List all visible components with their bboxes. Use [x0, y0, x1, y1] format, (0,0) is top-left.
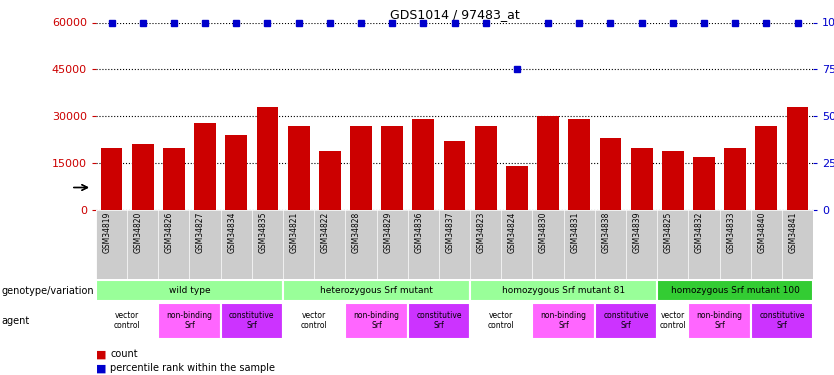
- Bar: [283, 280, 470, 302]
- Bar: [319, 151, 341, 210]
- Bar: [96, 303, 158, 339]
- Text: homozygous Srf mutant 81: homozygous Srf mutant 81: [502, 286, 626, 295]
- Text: GSM34841: GSM34841: [789, 211, 797, 253]
- Text: GSM34837: GSM34837: [445, 211, 455, 253]
- Bar: [350, 126, 372, 210]
- Text: percentile rank within the sample: percentile rank within the sample: [110, 363, 275, 373]
- Bar: [568, 119, 590, 210]
- Bar: [532, 303, 595, 339]
- Text: GSM34834: GSM34834: [227, 211, 236, 253]
- Text: GSM34828: GSM34828: [352, 211, 361, 253]
- Title: GDS1014 / 97483_at: GDS1014 / 97483_at: [389, 8, 520, 21]
- Bar: [724, 147, 746, 210]
- Text: GSM34823: GSM34823: [477, 211, 485, 253]
- Bar: [163, 147, 185, 210]
- Bar: [506, 166, 528, 210]
- Bar: [345, 303, 408, 339]
- Text: GSM34833: GSM34833: [726, 211, 736, 253]
- Text: heterozygous Srf mutant: heterozygous Srf mutant: [320, 286, 433, 295]
- Bar: [693, 157, 715, 210]
- Text: constitutive
Srf: constitutive Srf: [416, 311, 462, 330]
- Text: genotype/variation: genotype/variation: [2, 286, 94, 296]
- Text: constitutive
Srf: constitutive Srf: [603, 311, 649, 330]
- Text: ■: ■: [96, 350, 107, 359]
- Text: GSM34832: GSM34832: [695, 211, 704, 253]
- Bar: [101, 147, 123, 210]
- Bar: [657, 303, 688, 339]
- Text: GSM34826: GSM34826: [165, 211, 173, 253]
- Bar: [257, 107, 279, 210]
- Bar: [408, 303, 470, 339]
- Bar: [96, 280, 283, 302]
- Text: GSM34831: GSM34831: [570, 211, 580, 253]
- Text: non-binding
Srf: non-binding Srf: [167, 311, 213, 330]
- Bar: [600, 138, 621, 210]
- Bar: [470, 303, 532, 339]
- Text: GSM34820: GSM34820: [133, 211, 143, 253]
- Text: GSM34838: GSM34838: [601, 211, 610, 253]
- Text: non-binding
Srf: non-binding Srf: [696, 311, 742, 330]
- Text: GSM34829: GSM34829: [383, 211, 392, 253]
- Text: homozygous Srf mutant 100: homozygous Srf mutant 100: [671, 286, 800, 295]
- Text: GSM34835: GSM34835: [259, 211, 268, 253]
- Text: GSM34840: GSM34840: [757, 211, 766, 253]
- Text: constitutive
Srf: constitutive Srf: [759, 311, 805, 330]
- Bar: [631, 147, 652, 210]
- Bar: [221, 303, 283, 339]
- Bar: [756, 126, 777, 210]
- Text: count: count: [110, 350, 138, 359]
- Text: vector
control: vector control: [113, 311, 140, 330]
- Text: constitutive
Srf: constitutive Srf: [229, 311, 274, 330]
- Bar: [132, 144, 153, 210]
- Bar: [283, 303, 345, 339]
- Bar: [381, 126, 403, 210]
- Text: GSM34836: GSM34836: [414, 211, 424, 253]
- Bar: [225, 135, 247, 210]
- Bar: [288, 126, 309, 210]
- Text: wild type: wild type: [168, 286, 210, 295]
- Bar: [444, 141, 465, 210]
- Bar: [470, 280, 657, 302]
- Bar: [158, 303, 221, 339]
- Bar: [662, 151, 684, 210]
- Text: vector
control: vector control: [301, 311, 328, 330]
- Text: ■: ■: [96, 363, 107, 373]
- Bar: [475, 126, 496, 210]
- Text: GSM34821: GSM34821: [289, 211, 299, 253]
- Bar: [413, 119, 435, 210]
- Bar: [786, 107, 808, 210]
- Text: GSM34839: GSM34839: [633, 211, 641, 253]
- Bar: [688, 303, 751, 339]
- Bar: [657, 280, 813, 302]
- Text: GSM34830: GSM34830: [539, 211, 548, 253]
- Bar: [595, 303, 657, 339]
- Bar: [537, 116, 559, 210]
- Text: GSM34824: GSM34824: [508, 211, 517, 253]
- Text: GSM34825: GSM34825: [664, 211, 673, 253]
- Text: GSM34819: GSM34819: [103, 211, 112, 253]
- Text: vector
control: vector control: [660, 311, 686, 330]
- Text: vector
control: vector control: [488, 311, 515, 330]
- Bar: [751, 303, 813, 339]
- Bar: [194, 123, 216, 210]
- Text: agent: agent: [2, 316, 30, 326]
- Text: non-binding
Srf: non-binding Srf: [540, 311, 586, 330]
- Text: GSM34822: GSM34822: [321, 211, 329, 253]
- Text: GSM34827: GSM34827: [196, 211, 205, 253]
- Text: non-binding
Srf: non-binding Srf: [354, 311, 399, 330]
